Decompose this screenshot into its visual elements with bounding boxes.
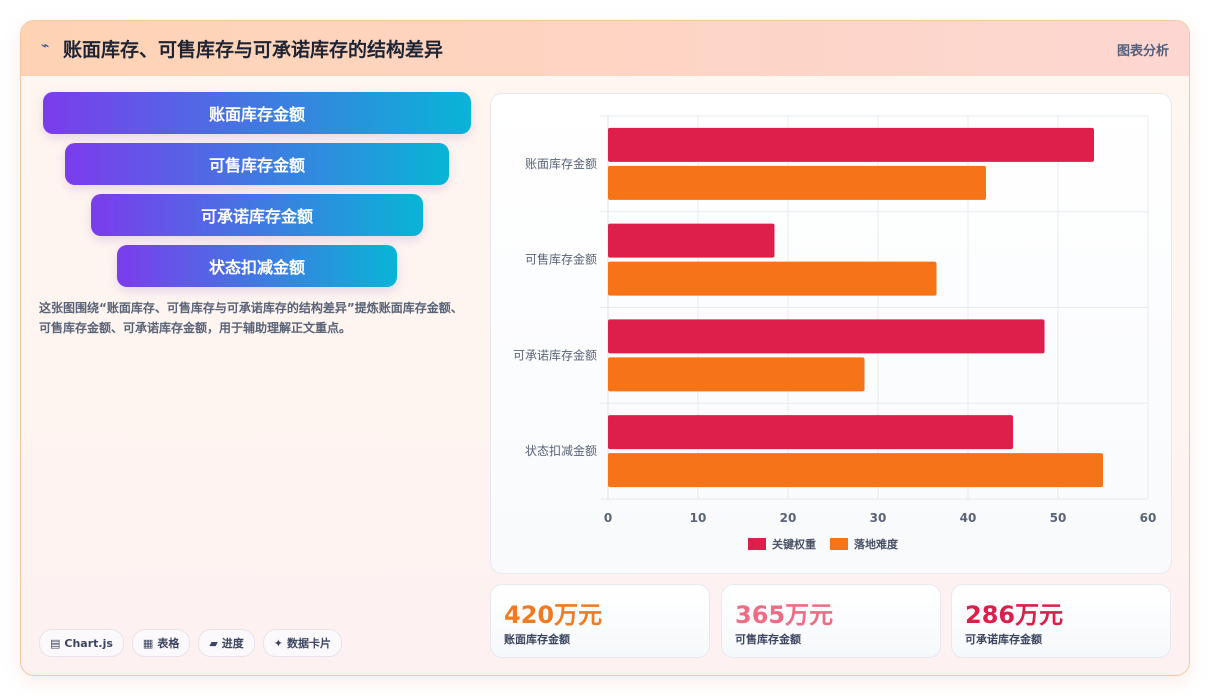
kpi-value: 420万元 [504, 601, 603, 629]
chip-label: 表格 [157, 637, 180, 650]
kpi-card-book: 420万元 账面库存金额 [490, 584, 710, 658]
bar [608, 261, 937, 296]
card-header: ⌁ 账面库存、可售库存与可承诺库存的结构差异 图表分析 [21, 21, 1189, 76]
chip-table[interactable]: ▦ 表格 [131, 629, 191, 657]
progress-icon: ▰ [209, 636, 218, 650]
x-tick-label: 10 [690, 511, 707, 525]
kpi-label: 可售库存金额 [735, 633, 801, 646]
y-tick-label: 账面库存金额 [525, 156, 597, 171]
legend-swatch [830, 538, 848, 550]
chip-label: Chart.js [64, 636, 113, 650]
page-title: 账面库存、可售库存与可承诺库存的结构差异 [63, 39, 444, 61]
chip-data-card[interactable]: ✦ 数据卡片 [262, 629, 343, 657]
x-tick-label: 30 [870, 511, 887, 525]
sparkle-icon: ✦ [273, 636, 284, 650]
chart-description: 这张图围绕“账面库存、可售库存与可承诺库存的结构差异”提炼账面库存金额、可售库存… [39, 301, 463, 335]
kpi-label: 可承诺库存金额 [965, 633, 1042, 646]
tech-chips: ▤ Chart.js ▦ 表格 ▰ 进度 ✦ 数据卡片 [39, 629, 343, 657]
table-icon: ▦ [142, 636, 154, 650]
main-card: ⌁ 账面库存、可售库存与可承诺库存的结构差异 图表分析 账面库存金额 可售库存金… [20, 20, 1190, 676]
kpi-card-sellable: 365万元 可售库存金额 [721, 584, 941, 658]
kpi-value: 365万元 [735, 601, 834, 629]
x-tick-label: 40 [960, 511, 977, 525]
bar [608, 319, 1045, 354]
bar [608, 165, 986, 200]
kpi-value: 286万元 [965, 601, 1064, 629]
chart-analysis-tag: 图表分析 [1116, 44, 1169, 59]
bar [608, 223, 775, 258]
legend-label: 落地难度 [854, 537, 899, 551]
chip-progress[interactable]: ▰ 进度 [198, 629, 255, 657]
y-tick-label: 可承诺库存金额 [513, 347, 597, 362]
x-tick-label: 50 [1050, 511, 1067, 525]
bar-chart: 0 10 20 30 40 50 60 账面库存金额可售库存金额可承诺库存金额状态扣减金额关键… [513, 115, 1157, 551]
funnel-step-2: 可售库存金额 [65, 143, 449, 185]
legend-swatch [748, 538, 766, 550]
funnel-step-4: 状态扣减金额 [117, 245, 397, 287]
legend-label: 关键权重 [772, 537, 816, 551]
x-tick-label: 0 [604, 511, 612, 525]
x-tick-label: 60 [1140, 511, 1157, 525]
bar [608, 357, 865, 392]
chart-panel: 0 10 20 30 40 50 60 账面库存金额 可售库存金额可承诺库存金额状态扣减金额关键… [490, 93, 1172, 574]
bar [608, 127, 1094, 162]
kpi-card-promisable: 286万元 可承诺库存金额 [951, 584, 1171, 658]
funnel-step-1: 账面库存金额 [43, 92, 471, 134]
y-tick-label: 可售库存金额 [525, 252, 597, 267]
bar [608, 415, 1013, 450]
bar [608, 453, 1103, 488]
funnel-step-3: 可承诺库存金额 [91, 194, 423, 236]
y-tick-label: 状态扣减金额 [525, 443, 597, 458]
kpi-label: 账面库存金额 [504, 633, 570, 646]
trend-icon: ⌁ [41, 38, 50, 54]
chip-label: 数据卡片 [287, 637, 332, 650]
chip-chartjs[interactable]: ▤ Chart.js [39, 629, 124, 657]
chart-icon: ▤ [50, 636, 61, 650]
x-tick-label: 20 [780, 511, 797, 525]
chip-label: 进度 [221, 637, 244, 650]
